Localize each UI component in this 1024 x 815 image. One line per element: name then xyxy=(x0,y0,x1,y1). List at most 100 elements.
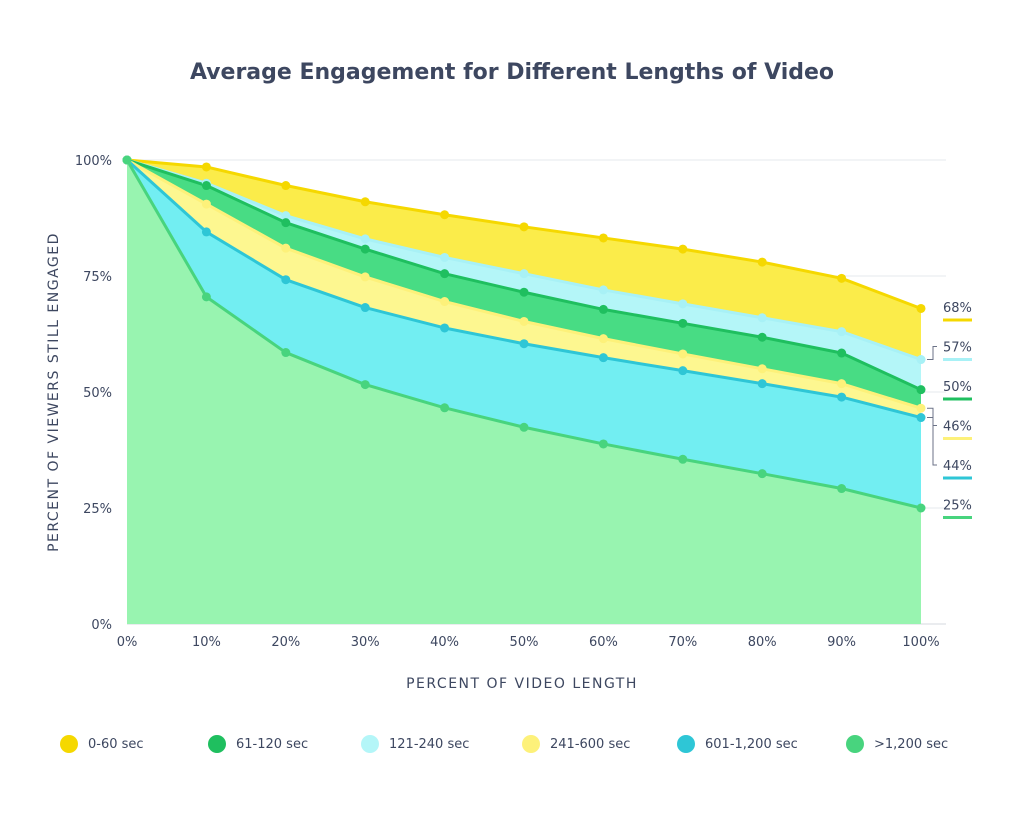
point-61-120 sec xyxy=(598,304,608,314)
x-tick-label: 90% xyxy=(827,635,856,650)
y-tick-label: 25% xyxy=(83,502,112,517)
y-axis-title: PERCENT OF VIEWERS STILL ENGAGED xyxy=(46,232,62,552)
y-tick-label: 75% xyxy=(83,270,112,285)
point-61-120 sec xyxy=(519,287,529,297)
legend-label: 601-1,200 sec xyxy=(705,736,798,752)
x-tick-label: 100% xyxy=(902,635,939,650)
legend-item: 61-120 sec xyxy=(208,735,308,753)
y-tick-label: 0% xyxy=(91,618,112,633)
point-241-600 sec xyxy=(201,199,211,209)
end-label: 46% xyxy=(943,420,972,435)
x-tick-label: 30% xyxy=(351,635,380,650)
point-601-1,200 sec xyxy=(916,413,926,423)
point-0-60 sec xyxy=(519,222,529,232)
end-label: 25% xyxy=(943,499,972,514)
end-labels: 68% 57% 50% 46% 44% 25% xyxy=(927,301,972,519)
point-121-240 sec xyxy=(837,327,847,337)
point-121-240 sec xyxy=(678,299,688,309)
point->1,200 sec xyxy=(598,439,608,449)
x-tick-label: 80% xyxy=(748,635,777,650)
point-121-240 sec xyxy=(757,313,767,323)
x-tick-label: 0% xyxy=(117,635,138,650)
legend-swatch xyxy=(846,735,864,753)
axis-ticks: 100% 75% 50% 25% 0% 0% 10% 20% 30% 40% 50% 60% 70% 80… xyxy=(75,154,940,650)
point-601-1,200 sec xyxy=(837,392,847,402)
point-241-600 sec xyxy=(519,316,529,326)
point->1,200 sec xyxy=(837,484,847,494)
point-61-120 sec xyxy=(916,385,926,395)
point-241-600 sec xyxy=(281,243,291,253)
point-241-600 sec xyxy=(757,364,767,374)
point-121-240 sec xyxy=(281,211,291,221)
x-tick-label: 20% xyxy=(271,635,300,650)
x-tick-label: 40% xyxy=(430,635,459,650)
point->1,200 sec xyxy=(678,454,688,464)
x-tick-label: 50% xyxy=(510,635,539,650)
point-0-60 sec xyxy=(201,162,211,172)
point-61-120 sec xyxy=(757,332,767,342)
y-tick-label: 100% xyxy=(75,154,112,169)
point-0-60 sec xyxy=(916,303,926,313)
point-241-600 sec xyxy=(837,379,847,389)
end-label-leader xyxy=(927,407,937,426)
point-601-1,200 sec xyxy=(201,227,211,237)
point-0-60 sec xyxy=(281,181,291,191)
point-61-120 sec xyxy=(837,348,847,358)
x-tick-label: 60% xyxy=(589,635,618,650)
point-61-120 sec xyxy=(440,269,450,279)
point-241-600 sec xyxy=(598,334,608,344)
x-axis-title: PERCENT OF VIDEO LENGTH xyxy=(406,676,638,692)
y-tick-label: 50% xyxy=(83,386,112,401)
point-241-600 sec xyxy=(678,349,688,359)
point-0-60 sec xyxy=(440,210,450,220)
legend-item: 121-240 sec xyxy=(361,735,469,753)
point->1,200 sec xyxy=(519,422,529,432)
point-121-240 sec xyxy=(916,355,926,365)
chart-title: Average Engagement for Different Lengths… xyxy=(189,60,835,85)
legend-label: 0-60 sec xyxy=(88,736,144,752)
point-0-60 sec xyxy=(598,233,608,243)
series-markers xyxy=(122,155,926,513)
point-121-240 sec xyxy=(360,234,370,244)
legend-swatch xyxy=(60,735,78,753)
point-601-1,200 sec xyxy=(281,275,291,285)
end-label: 44% xyxy=(943,459,972,474)
point-601-1,200 sec xyxy=(360,303,370,313)
point->1,200 sec xyxy=(201,292,211,302)
point->1,200 sec xyxy=(281,348,291,358)
legend-swatch xyxy=(677,735,695,753)
point->1,200 sec xyxy=(916,503,926,513)
series-areas xyxy=(127,160,921,624)
point-241-600 sec xyxy=(360,272,370,282)
point-601-1,200 sec xyxy=(519,339,529,349)
legend-swatch xyxy=(208,735,226,753)
point-61-120 sec xyxy=(360,244,370,254)
point->1,200 sec xyxy=(440,403,450,413)
point-61-120 sec xyxy=(281,218,291,228)
point-241-600 sec xyxy=(916,403,926,413)
point-121-240 sec xyxy=(519,269,529,279)
legend-item: 601-1,200 sec xyxy=(677,735,798,753)
legend-label: 61-120 sec xyxy=(236,736,309,752)
x-tick-label: 70% xyxy=(668,635,697,650)
point-61-120 sec xyxy=(678,318,688,328)
x-tick-label: 10% xyxy=(192,635,221,650)
point-241-600 sec xyxy=(440,297,450,307)
point-601-1,200 sec xyxy=(440,323,450,333)
end-label-leader xyxy=(927,346,937,361)
legend-label: 121-240 sec xyxy=(389,736,470,752)
point-601-1,200 sec xyxy=(678,366,688,376)
legend-label: 241-600 sec xyxy=(550,736,631,752)
point-0-60 sec xyxy=(837,273,847,283)
end-label: 50% xyxy=(943,380,972,395)
end-label: 57% xyxy=(943,341,972,356)
point->1,200 sec xyxy=(757,469,767,479)
end-label: 68% xyxy=(943,301,972,316)
legend-swatch xyxy=(361,735,379,753)
point->1,200 sec xyxy=(122,155,132,165)
point->1,200 sec xyxy=(360,380,370,390)
end-label-leader xyxy=(927,417,937,466)
point-0-60 sec xyxy=(360,197,370,207)
